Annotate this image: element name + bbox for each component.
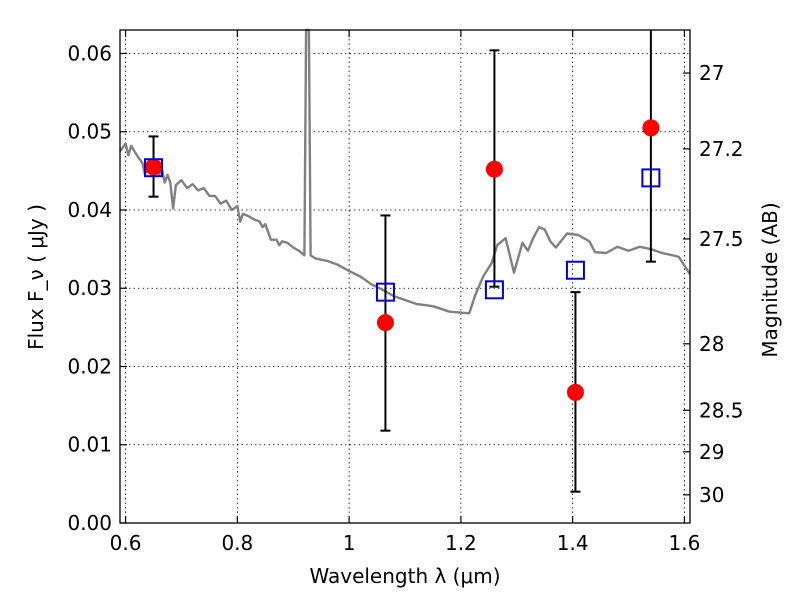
y-tick-label: 0.03 <box>67 276 112 300</box>
observed-point <box>642 119 660 137</box>
magnitude-tick-label: 28.5 <box>699 398 744 422</box>
magnitude-tick-label: 28 <box>699 332 724 356</box>
model-photometry-point <box>641 168 661 188</box>
y-tick-label: 0.05 <box>67 120 112 144</box>
y-tick-label: 0.04 <box>67 198 112 222</box>
ticks: 0.6 0.8 1 1.2 1.4 1.6 0.00 0.01 0.02 0.03 0.04 0.05… <box>67 30 744 555</box>
observed-point <box>376 314 394 332</box>
magnitude-tick-label: 27.5 <box>699 227 744 251</box>
magnitude-tick-label: 27 <box>699 61 724 85</box>
y-tick-label: 0.00 <box>67 511 112 535</box>
x-tick-label: 0.8 <box>221 531 253 555</box>
observed-point <box>566 383 584 401</box>
magnitude-tick-label: 29 <box>699 440 724 464</box>
y-axis-label-right: Magnitude (AB) <box>758 202 782 357</box>
x-tick-label: 1 <box>343 531 356 555</box>
observed-point <box>485 160 503 178</box>
x-axis-label: Wavelength λ (μm) <box>309 564 500 588</box>
model-photometry-point <box>375 282 395 302</box>
magnitude-tick-label: 30 <box>699 483 724 507</box>
y-tick-label: 0.02 <box>67 354 112 378</box>
x-tick-label: 1.6 <box>669 531 701 555</box>
x-tick-label: 0.6 <box>110 531 142 555</box>
plot-content <box>119 28 692 493</box>
grid <box>120 30 690 523</box>
model-photometry-point <box>484 280 504 300</box>
observed-point <box>145 158 163 176</box>
y-tick-label: 0.06 <box>67 41 112 65</box>
y-tick-label: 0.01 <box>67 433 112 457</box>
model-photometry-point <box>565 260 585 280</box>
magnitude-tick-label: 27.2 <box>699 137 744 161</box>
model-photometry-point <box>144 158 164 178</box>
y-axis-label-left: Flux F_ν ( μJy ) <box>24 204 48 350</box>
x-tick-label: 1.4 <box>557 531 589 555</box>
model-spectrum-line <box>119 28 692 315</box>
plot-frame <box>119 29 691 524</box>
x-tick-label: 1.2 <box>445 531 477 555</box>
